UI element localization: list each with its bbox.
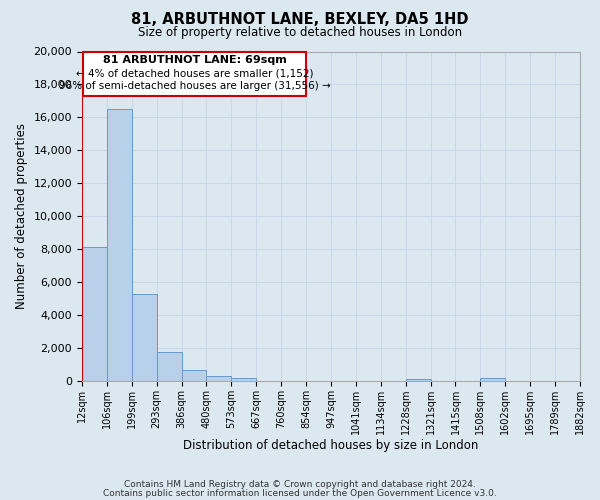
Bar	[132, 294, 157, 381]
Bar	[481, 378, 505, 381]
X-axis label: Distribution of detached houses by size in London: Distribution of detached houses by size …	[183, 440, 479, 452]
Bar	[182, 370, 206, 381]
Text: Size of property relative to detached houses in London: Size of property relative to detached ho…	[138, 26, 462, 39]
Text: Contains HM Land Registry data © Crown copyright and database right 2024.: Contains HM Land Registry data © Crown c…	[124, 480, 476, 489]
Bar	[206, 376, 232, 381]
Bar	[406, 379, 431, 381]
Text: 81, ARBUTHNOT LANE, BEXLEY, DA5 1HD: 81, ARBUTHNOT LANE, BEXLEY, DA5 1HD	[131, 12, 469, 28]
Bar	[157, 352, 182, 381]
Y-axis label: Number of detached properties: Number of detached properties	[15, 123, 28, 309]
Text: Contains public sector information licensed under the Open Government Licence v3: Contains public sector information licen…	[103, 488, 497, 498]
Text: 96% of semi-detached houses are larger (31,556) →: 96% of semi-detached houses are larger (…	[59, 81, 331, 91]
Bar	[82, 248, 107, 381]
Bar	[232, 378, 256, 381]
Bar	[107, 109, 132, 381]
Text: 81 ARBUTHNOT LANE: 69sqm: 81 ARBUTHNOT LANE: 69sqm	[103, 56, 286, 66]
FancyBboxPatch shape	[83, 52, 306, 96]
Text: ← 4% of detached houses are smaller (1,152): ← 4% of detached houses are smaller (1,1…	[76, 68, 313, 78]
